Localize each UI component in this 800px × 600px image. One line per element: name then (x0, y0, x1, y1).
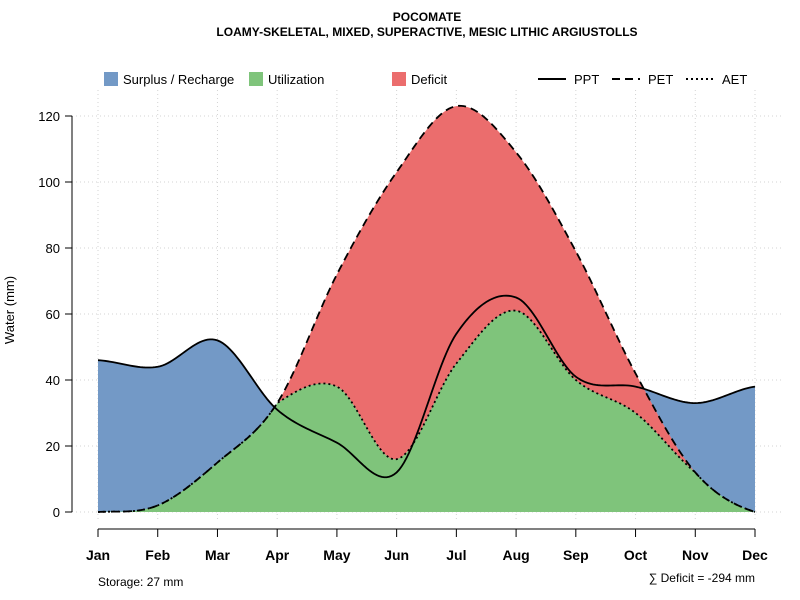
legend-swatch (104, 72, 118, 86)
series-line-ppt (97, 294, 756, 479)
legend-label: Surplus / Recharge (123, 72, 234, 87)
y-tick-label: 60 (46, 307, 60, 322)
x-tick-label: Dec (742, 547, 768, 563)
x-tick-label: Jul (446, 547, 466, 563)
deficit-area (98, 105, 755, 512)
legend-item: Utilization (249, 72, 324, 87)
deficit-annotation: ∑ Deficit = -294 mm (649, 571, 755, 585)
legend-label: PET (648, 72, 673, 87)
y-tick-label: 100 (38, 175, 60, 190)
legend-item: PPT (538, 72, 599, 87)
x-tick-label: May (323, 547, 350, 563)
series-line-aet (97, 309, 756, 513)
y-axis-label: Water (mm) (2, 276, 17, 344)
utilization-area (98, 310, 755, 512)
x-tick-label: Feb (145, 547, 170, 563)
legend-label: PPT (574, 72, 599, 87)
y-tick-label: 40 (46, 373, 60, 388)
legend-swatch (249, 72, 263, 86)
series-lines (97, 104, 756, 513)
legend-item: AET (686, 72, 747, 87)
x-tick-label: Aug (502, 547, 529, 563)
x-tick-label: Mar (205, 547, 230, 563)
y-tick-label: 0 (53, 505, 60, 520)
legend-swatch (392, 72, 406, 86)
legend-label: Deficit (411, 72, 448, 87)
x-tick-label: Nov (682, 547, 709, 563)
x-tick-label: Jun (384, 547, 409, 563)
legend-label: AET (722, 72, 747, 87)
chart-subtitle: LOAMY-SKELETAL, MIXED, SUPERACTIVE, MESI… (216, 25, 637, 39)
x-tick-label: Jan (86, 547, 110, 563)
storage-annotation: Storage: 27 mm (98, 575, 183, 589)
axes: 0 20 40 60 80 100 120 Jan Feb Mar Apr May Jun Jul Aug S… (38, 109, 768, 563)
y-tick-label: 20 (46, 439, 60, 454)
x-tick-label: Apr (265, 547, 290, 563)
legend: Surplus / Recharge Utilization Deficit PPT P… (104, 72, 747, 87)
water-balance-areas (98, 105, 755, 512)
x-tick-label: Oct (624, 547, 648, 563)
legend-item: Surplus / Recharge (104, 72, 234, 87)
y-tick-label: 120 (38, 109, 60, 124)
legend-label: Utilization (268, 72, 324, 87)
legend-item: Deficit (392, 72, 448, 87)
legend-item: PET (612, 72, 673, 87)
chart-title: POCOMATE (393, 10, 461, 24)
x-tick-label: Sep (563, 547, 589, 563)
y-tick-label: 80 (46, 241, 60, 256)
